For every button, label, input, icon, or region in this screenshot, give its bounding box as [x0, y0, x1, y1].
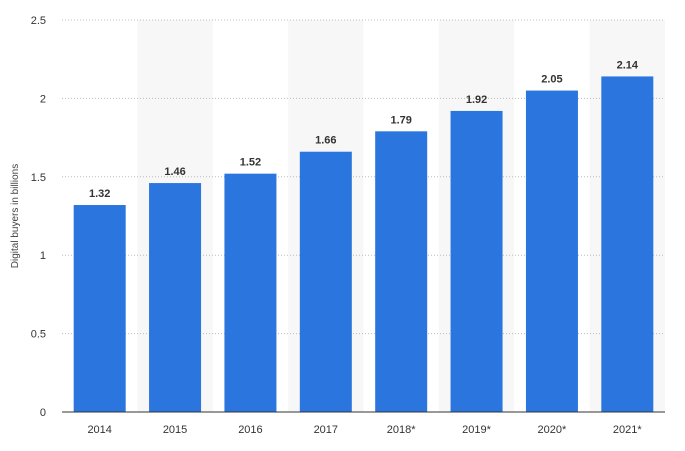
- data-label: 1.79: [390, 114, 411, 126]
- bar-2015: [149, 183, 202, 412]
- data-label: 1.52: [240, 157, 261, 169]
- data-label: 1.92: [466, 94, 487, 106]
- data-label: 1.46: [164, 166, 185, 178]
- data-label: 2.05: [541, 74, 562, 86]
- y-tick-label: 2.5: [31, 15, 46, 27]
- bar-2018: [375, 131, 428, 412]
- data-label: 1.66: [315, 135, 336, 147]
- data-labels: 1.32 1.46 1.52 1.66 1.79 1.92 2.05 2.14: [89, 59, 639, 200]
- x-tick-label: 2019*: [462, 424, 491, 436]
- data-label: 1.32: [89, 188, 110, 200]
- x-tick-label: 2018*: [387, 424, 416, 436]
- y-axis: 0 0.5 1 1.5 2 2.5: [31, 15, 46, 419]
- bar-2019: [450, 110, 503, 412]
- bar-2016: [224, 173, 277, 412]
- bars: [73, 76, 654, 412]
- y-tick-label: 1: [40, 250, 46, 262]
- x-tick-label: 2021*: [613, 424, 642, 436]
- y-tick-label: 0: [40, 407, 46, 419]
- bar-2021: [601, 76, 654, 412]
- bar-2020: [525, 90, 578, 412]
- x-tick-label: 2014: [87, 424, 111, 436]
- y-tick-label: 0.5: [31, 329, 46, 341]
- y-tick-label: 1.5: [31, 172, 46, 184]
- x-tick-label: 2020*: [538, 424, 567, 436]
- y-tick-label: 2: [40, 93, 46, 105]
- x-tick-label: 2016: [238, 424, 262, 436]
- x-axis: 2014 2015 2016 2017 2018* 2019* 2020* 2021*: [62, 411, 665, 436]
- y-axis-label: Digital buyers in billions: [10, 164, 21, 269]
- bar-2017: [299, 151, 352, 412]
- bar-2014: [73, 205, 126, 412]
- x-tick-label: 2015: [163, 424, 187, 436]
- data-label: 2.14: [617, 59, 639, 71]
- x-tick-label: 2017: [314, 424, 338, 436]
